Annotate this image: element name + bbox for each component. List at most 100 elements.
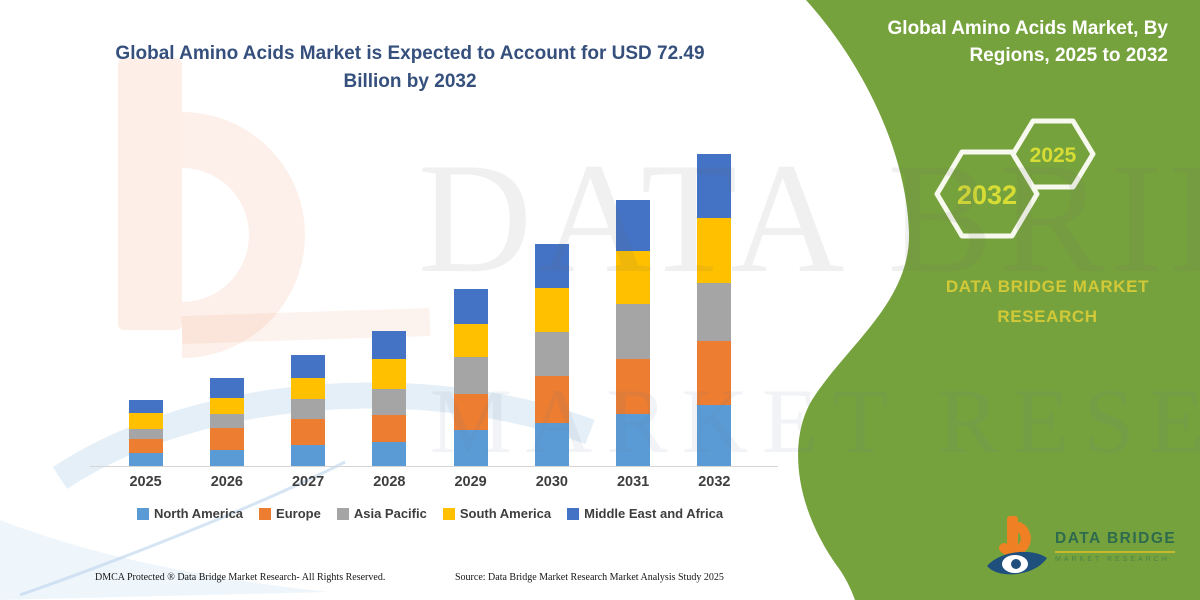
segment-2025-north-america <box>128 452 163 466</box>
plot-area <box>105 136 755 466</box>
legend-swatch-icon <box>567 507 580 520</box>
segment-2030-north-america <box>534 422 569 466</box>
watermark-corner-wave-icon <box>0 520 330 600</box>
bar-slot-2029 <box>430 136 511 466</box>
segment-2026-europe <box>209 428 244 451</box>
stacked-bar-2032 <box>697 154 732 466</box>
hexagons-group: 2032 2025 <box>934 118 1096 239</box>
logo-underline <box>1055 551 1175 553</box>
legend-label: Middle East and Africa <box>584 506 724 521</box>
x-axis-label-2026: 2026 <box>210 474 243 490</box>
segment-2028-europe <box>372 414 407 442</box>
stacked-bar-2030 <box>534 244 569 466</box>
watermark-swoosh-line-icon <box>19 460 346 597</box>
hexagon-2032-label: 2032 <box>957 180 1017 210</box>
logo-b-stem-icon <box>1007 516 1018 550</box>
segment-2027-middle-east-and-africa <box>291 354 326 378</box>
segment-2025-south-america <box>128 412 163 430</box>
watermark-b-bowl-icon <box>181 112 305 358</box>
x-axis-label-2032: 2032 <box>698 474 731 490</box>
segment-2027-europe <box>291 418 326 445</box>
legend-label: Asia Pacific <box>353 506 427 521</box>
segment-2029-south-america <box>453 324 488 357</box>
legend-item-middle-east-and-africa: Middle East and Africa <box>567 506 723 521</box>
footer-source-text: Source: Data Bridge Market Research Mark… <box>455 572 724 583</box>
segment-2031-europe <box>616 359 651 415</box>
x-axis-label-2028: 2028 <box>373 474 406 490</box>
segment-2028-south-america <box>372 358 407 390</box>
segment-2028-asia-pacific <box>372 389 407 415</box>
legend-item-north-america: North America <box>136 506 244 521</box>
segment-2029-asia-pacific <box>453 356 488 395</box>
legend-swatch-icon <box>259 507 272 520</box>
x-axis-label-2025: 2025 <box>129 474 162 490</box>
segment-2032-asia-pacific <box>697 282 732 342</box>
x-axis-baseline <box>90 466 778 467</box>
logo-tagline: MARKET RESEARCH <box>1055 556 1170 563</box>
legend-label: Europe <box>276 506 321 521</box>
brand-caps-text: DATA BRIDGE MARKET RESEARCH <box>945 277 1150 326</box>
data-bridge-logo: DATA BRIDGE MARKET RESEARCH <box>985 512 1195 592</box>
segment-2030-asia-pacific <box>534 332 569 376</box>
segment-2031-south-america <box>616 251 651 305</box>
legend-item-asia-pacific: Asia Pacific <box>336 506 427 521</box>
chart-legend: North America Europe Asia Pacific South Ame… <box>60 506 800 521</box>
segment-2030-europe <box>534 375 569 423</box>
hexagon-2025-icon <box>1010 118 1096 190</box>
bar-slot-2031 <box>593 136 674 466</box>
segment-2027-north-america <box>291 444 326 466</box>
segment-2032-north-america <box>697 404 732 466</box>
legend-swatch-icon <box>336 507 349 520</box>
logo-textblock: DATA BRIDGE MARKET RESEARCH <box>1055 530 1176 563</box>
legend-swatch-icon <box>136 507 149 520</box>
segment-2025-europe <box>128 439 163 453</box>
bar-slot-2030 <box>511 136 592 466</box>
segment-2031-middle-east-and-africa <box>616 199 651 252</box>
stacked-bar-2031 <box>616 199 651 466</box>
segment-2026-middle-east-and-africa <box>209 377 244 399</box>
legend-swatch-icon <box>442 507 455 520</box>
stacked-bar-2029 <box>453 289 488 466</box>
chart-title: Global Amino Acids Market is Expected to… <box>115 43 705 92</box>
x-axis-label-2030: 2030 <box>535 474 568 490</box>
hexagon-2025-label: 2025 <box>1030 144 1077 167</box>
segment-2027-asia-pacific <box>291 399 326 419</box>
segment-2028-middle-east-and-africa <box>372 331 407 359</box>
segment-2032-middle-east-and-africa <box>697 154 732 218</box>
segment-2026-asia-pacific <box>209 414 244 429</box>
segment-2025-asia-pacific <box>128 429 163 440</box>
bar-slot-2027 <box>268 136 349 466</box>
segment-2032-south-america <box>697 217 732 283</box>
segment-2031-asia-pacific <box>616 304 651 360</box>
x-axis-label-2027: 2027 <box>291 474 325 490</box>
stacked-bar-2025 <box>128 400 163 466</box>
legend-label: North America <box>153 506 244 521</box>
bar-slot-2032 <box>674 136 755 466</box>
segment-2027-south-america <box>291 377 326 400</box>
segment-2030-middle-east-and-africa <box>534 244 569 289</box>
logo-wordmark: DATA BRIDGE <box>1055 530 1177 547</box>
stacked-bar-2028 <box>372 331 407 466</box>
segment-2026-north-america <box>209 450 244 466</box>
logo-b-bowl-icon <box>999 522 1031 557</box>
segment-2032-europe <box>697 341 732 405</box>
segment-2029-middle-east-and-africa <box>453 289 488 325</box>
stacked-bar-2027 <box>291 354 326 466</box>
segment-2025-middle-east-and-africa <box>128 400 163 413</box>
footer-dmca-text: DMCA Protected ® Data Bridge Market Rese… <box>95 572 386 583</box>
segment-2028-north-america <box>372 441 407 466</box>
x-axis-label-2029: 2029 <box>454 474 487 490</box>
segment-2029-europe <box>453 394 488 431</box>
segment-2030-south-america <box>534 288 569 333</box>
segment-2029-north-america <box>453 430 488 466</box>
logo-swoosh-dot-icon <box>1011 559 1021 569</box>
legend-item-europe: Europe <box>259 506 321 521</box>
legend-label: South America <box>459 506 552 521</box>
x-axis-label-2031: 2031 <box>616 474 650 490</box>
bar-slot-2028 <box>349 136 430 466</box>
segment-2026-south-america <box>209 398 244 415</box>
watermark-b-flourish-icon <box>181 308 431 344</box>
segment-2031-north-america <box>616 414 651 466</box>
